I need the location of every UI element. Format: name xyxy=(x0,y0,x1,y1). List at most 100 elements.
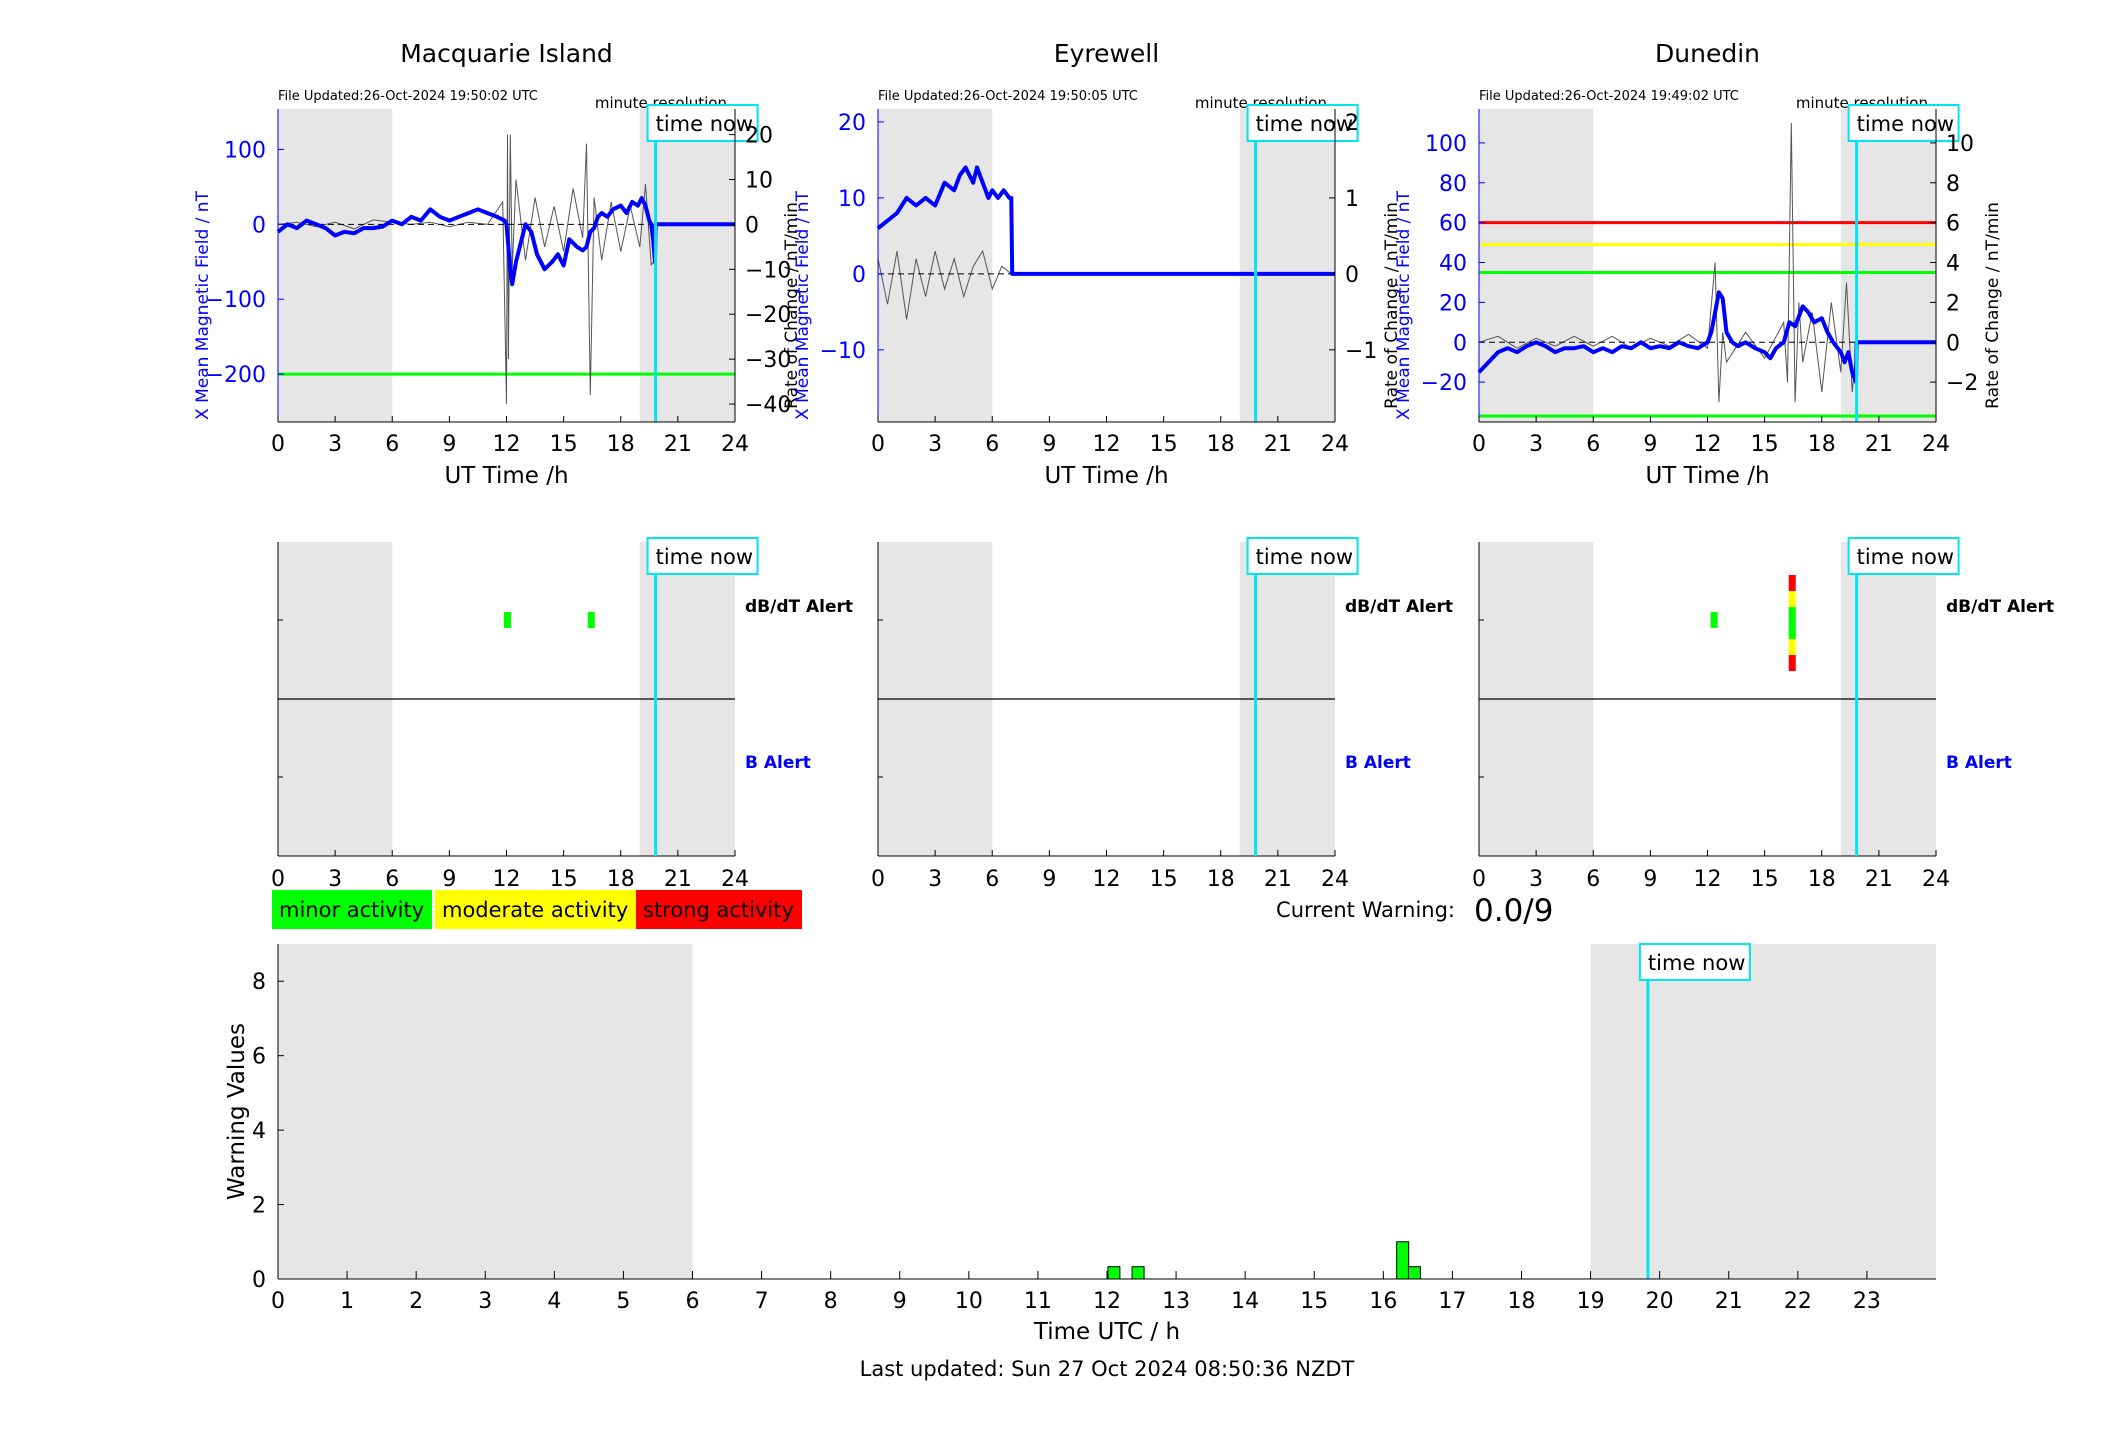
y-tick-label-right: 0 xyxy=(745,213,759,238)
alert-x-tick-label: 15 xyxy=(550,867,578,892)
y-tick-label-right: 6 xyxy=(1946,212,1960,237)
alert-x-tick-label: 9 xyxy=(1643,867,1657,892)
x-tick-label: 15 xyxy=(1751,432,1779,457)
warning-x-tick-label: 4 xyxy=(547,1289,561,1314)
warning-x-axis-label: Time UTC / h xyxy=(1033,1319,1180,1345)
warning-y-axis-label: Warning Values xyxy=(224,1023,250,1200)
warning-bar xyxy=(1107,1266,1121,1280)
y-tick-label-left: 100 xyxy=(224,138,266,163)
warning-y-tick-label: 2 xyxy=(252,1194,266,1219)
alert-time-now-label: time now xyxy=(656,545,753,569)
station-title: Eyrewell xyxy=(1054,39,1159,68)
alert-x-tick-label: 9 xyxy=(442,867,456,892)
y-axis-label-right: Rate of Change / nT/min xyxy=(1983,202,2003,409)
dbdt-alert-mark xyxy=(1788,575,1796,591)
warning-x-tick-label: 21 xyxy=(1715,1289,1743,1314)
alert-x-tick-label: 0 xyxy=(1472,867,1486,892)
alert-x-tick-label: 6 xyxy=(385,867,399,892)
y-axis-label-left: X Mean Magnetic Field / nT xyxy=(193,190,213,420)
warning-x-tick-label: 2 xyxy=(409,1289,423,1314)
warning-x-tick-label: 13 xyxy=(1162,1289,1190,1314)
warning-bar xyxy=(1131,1266,1145,1280)
x-tick-label: 12 xyxy=(493,432,521,457)
warning-x-tick-label: 20 xyxy=(1646,1289,1674,1314)
warning-x-tick-label: 12 xyxy=(1093,1289,1121,1314)
warning-x-tick-label: 23 xyxy=(1853,1289,1881,1314)
x-tick-label: 15 xyxy=(1150,432,1178,457)
alert-x-tick-label: 21 xyxy=(1865,867,1893,892)
y-tick-label-left: 20 xyxy=(1439,291,1467,316)
x-tick-label: 15 xyxy=(550,432,578,457)
b-alert-label: B Alert xyxy=(1345,753,1411,773)
alert-time-now-box xyxy=(1847,537,1960,575)
warning-x-tick-label: 1 xyxy=(340,1289,354,1314)
y-tick-label-left: −20 xyxy=(1421,371,1467,396)
legend-strong-swatch xyxy=(636,890,802,929)
warning-x-tick-label: 7 xyxy=(755,1289,769,1314)
warning-time-now-label: time now xyxy=(1648,951,1745,975)
x-axis-label: UT Time /h xyxy=(1044,463,1168,489)
alert-time-now-box xyxy=(1246,537,1359,575)
x-tick-label: 24 xyxy=(1922,432,1950,457)
alert-x-tick-label: 15 xyxy=(1150,867,1178,892)
x-tick-label: 12 xyxy=(1694,432,1722,457)
y-tick-label-right: −20 xyxy=(745,303,791,328)
alert-x-tick-label: 18 xyxy=(1207,867,1235,892)
time-now-box xyxy=(1847,104,1960,142)
field-line xyxy=(1477,290,1936,385)
alert-x-tick-label: 6 xyxy=(985,867,999,892)
warning-x-tick-label: 0 xyxy=(271,1289,285,1314)
warning-x-tick-label: 18 xyxy=(1508,1289,1536,1314)
current-warning-value: 0.0/9 xyxy=(1474,893,1553,929)
x-tick-label: 21 xyxy=(1865,432,1893,457)
night-shade-region xyxy=(278,109,393,422)
y-tick-label-right: 0 xyxy=(1946,331,1960,356)
y-tick-label-right: 0 xyxy=(1345,263,1359,288)
y-tick-label-right: 8 xyxy=(1946,172,1960,197)
alert-x-tick-label: 24 xyxy=(1321,867,1349,892)
field-line xyxy=(276,196,735,287)
alert-x-tick-label: 15 xyxy=(1751,867,1779,892)
y-tick-label-left: −200 xyxy=(206,363,266,388)
alert-x-tick-label: 24 xyxy=(1922,867,1950,892)
y-axis-label-right: Rate of Change / nT/min xyxy=(782,202,802,409)
warning-x-tick-label: 3 xyxy=(478,1289,492,1314)
alert-x-tick-label: 9 xyxy=(1042,867,1056,892)
warning-y-tick-label: 4 xyxy=(252,1119,266,1144)
x-tick-label: 24 xyxy=(1321,432,1349,457)
alert-x-tick-label: 6 xyxy=(1586,867,1600,892)
alert-x-tick-label: 21 xyxy=(1264,867,1292,892)
warning-x-tick-label: 10 xyxy=(955,1289,983,1314)
legend-moderate-label: moderate activity xyxy=(442,898,628,922)
legend-moderate-swatch xyxy=(435,890,636,929)
station-title: Macquarie Island xyxy=(400,39,613,68)
y-axis-label-left: X Mean Magnetic Field / nT xyxy=(793,190,813,420)
y-tick-label-left: 0 xyxy=(852,263,866,288)
dbdt-alert-mark xyxy=(1710,612,1718,628)
alert-x-tick-label: 3 xyxy=(1529,867,1543,892)
x-tick-label: 9 xyxy=(1643,432,1657,457)
y-tick-label-left: −100 xyxy=(206,288,266,313)
y-tick-label-left: 10 xyxy=(838,187,866,212)
alert-x-tick-label: 0 xyxy=(871,867,885,892)
y-tick-label-right: 10 xyxy=(1946,132,1974,157)
y-tick-label-right: −10 xyxy=(745,258,791,283)
y-axis-label-right: Rate of Change / nT/min xyxy=(1382,202,1402,409)
y-tick-label-right: 2 xyxy=(1345,111,1359,136)
y-tick-label-left: 0 xyxy=(1453,331,1467,356)
time-now-box xyxy=(646,104,759,142)
dbdt-alert-mark xyxy=(1788,607,1796,623)
warning-night-shade xyxy=(1590,944,1936,1279)
warning-x-tick-label: 9 xyxy=(893,1289,907,1314)
warning-x-tick-label: 22 xyxy=(1784,1289,1812,1314)
x-tick-label: 21 xyxy=(664,432,692,457)
alert-x-tick-label: 18 xyxy=(607,867,635,892)
y-tick-label-right: 2 xyxy=(1946,291,1960,316)
y-tick-label-left: 20 xyxy=(838,111,866,136)
y-tick-label-left: 60 xyxy=(1439,212,1467,237)
y-tick-label-left: 80 xyxy=(1439,172,1467,197)
alert-time-now-label: time now xyxy=(1857,545,1954,569)
x-tick-label: 6 xyxy=(985,432,999,457)
dbdt-alert-mark xyxy=(1788,655,1796,671)
warning-x-tick-label: 19 xyxy=(1577,1289,1605,1314)
